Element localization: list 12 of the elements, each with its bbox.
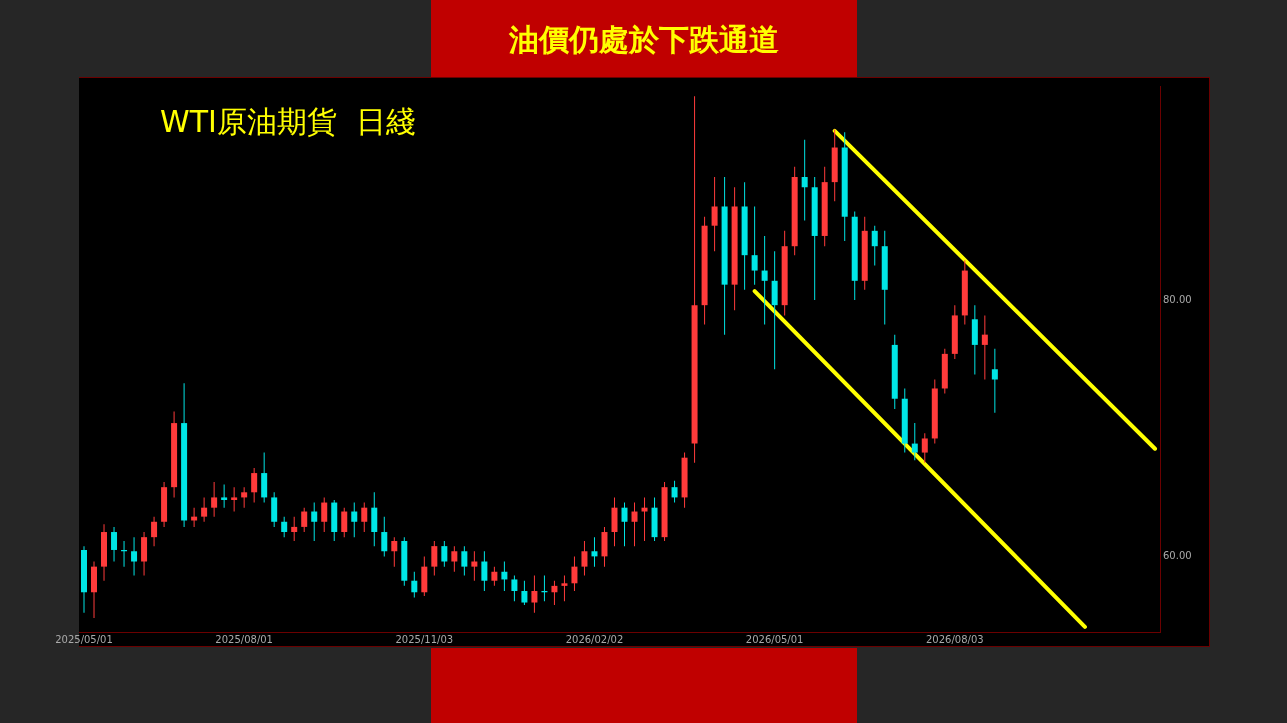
candlestick bbox=[641, 497, 648, 541]
y-tick-label: 80.00 bbox=[1163, 293, 1192, 305]
x-tick-label: 2026/02/02 bbox=[565, 633, 624, 645]
y-tick-label: 60.00 bbox=[1163, 549, 1192, 561]
x-tick-label: 2026/05/01 bbox=[745, 633, 804, 645]
candlestick bbox=[231, 487, 238, 512]
chart-title: 油價仍處於下跌通道 bbox=[508, 22, 780, 58]
text: WTI原油期貨 日綫 bbox=[160, 104, 416, 140]
x-tick-label: 2025/05/01 bbox=[55, 633, 113, 645]
x-tick-label: 2026/08/03 bbox=[925, 633, 984, 645]
x-tick-label: 2025/11/03 bbox=[395, 633, 454, 645]
x-tick-label: 2025/08/01 bbox=[215, 633, 273, 645]
